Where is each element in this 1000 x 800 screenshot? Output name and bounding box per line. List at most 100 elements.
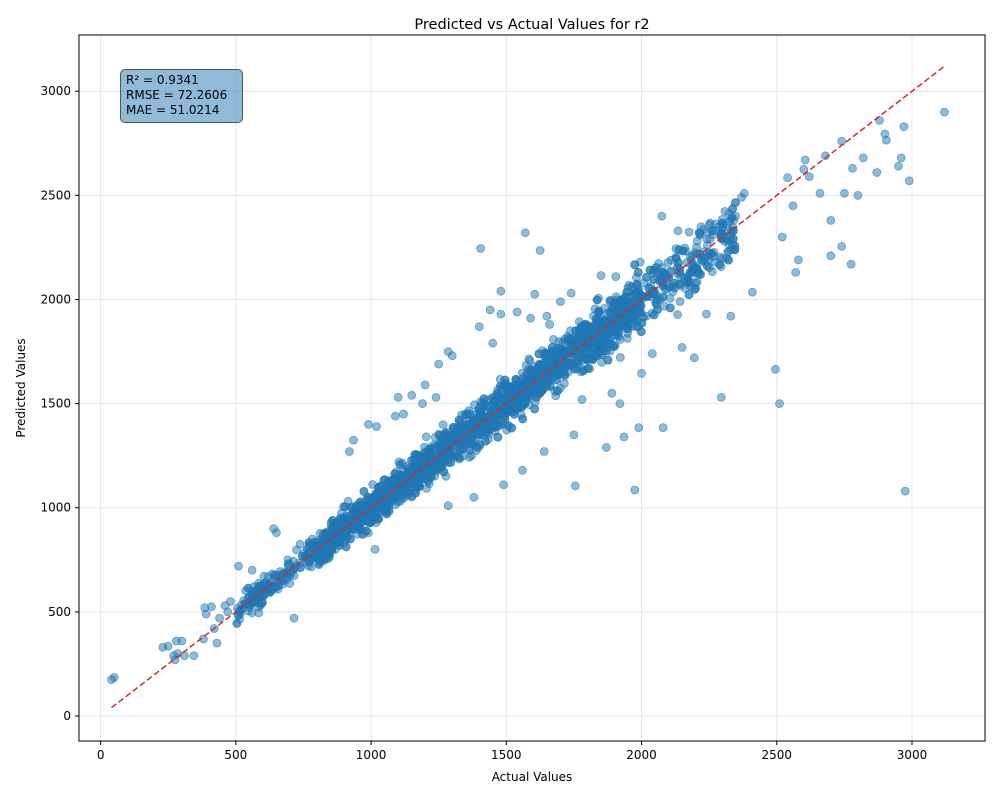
data-point — [511, 374, 521, 384]
y-tick-label: 0 — [63, 709, 71, 723]
data-point — [649, 310, 659, 320]
data-point — [602, 317, 612, 327]
data-point — [456, 419, 466, 429]
data-point — [725, 217, 734, 226]
data-point — [728, 204, 737, 214]
data-point — [702, 309, 711, 319]
data-point — [476, 244, 486, 253]
y-tick-label: 2500 — [40, 188, 71, 202]
data-point — [675, 297, 685, 306]
data-point — [344, 447, 354, 456]
data-point — [519, 399, 529, 409]
data-point — [602, 346, 611, 356]
data-point — [900, 486, 910, 496]
data-point — [390, 469, 400, 479]
data-point — [584, 354, 594, 364]
data-point — [630, 310, 640, 320]
data-point — [615, 298, 624, 308]
data-point — [541, 354, 551, 363]
data-point — [326, 545, 336, 555]
data-point — [677, 342, 687, 352]
data-point — [630, 260, 640, 270]
y-tick-label: 500 — [48, 605, 71, 619]
x-tick-label: 1500 — [491, 748, 522, 762]
data-point — [234, 561, 244, 571]
y-tick-label: 2000 — [40, 292, 71, 306]
data-point — [363, 419, 373, 429]
data-point — [524, 354, 534, 364]
data-point — [627, 282, 637, 292]
data-point — [443, 501, 453, 511]
data-point — [542, 311, 552, 321]
data-point — [658, 292, 668, 302]
data-point — [412, 482, 422, 492]
data-point — [848, 163, 857, 173]
data-point — [602, 442, 611, 452]
data-point — [393, 392, 403, 402]
data-point — [673, 310, 682, 319]
data-point — [799, 164, 809, 174]
data-point — [853, 190, 863, 200]
data-point — [306, 553, 316, 563]
data-point — [420, 380, 430, 390]
data-point — [270, 571, 279, 580]
data-point — [577, 395, 587, 404]
data-point — [545, 320, 554, 329]
data-point — [552, 375, 561, 385]
data-point — [689, 353, 699, 363]
data-point — [846, 259, 856, 269]
data-point — [454, 453, 464, 462]
data-point — [561, 358, 571, 368]
metrics-box: R² = 0.9341 RMSE = 72.2606 MAE = 51.0214 — [120, 69, 243, 123]
data-point — [292, 545, 301, 555]
data-point — [702, 234, 712, 244]
data-point — [840, 188, 849, 198]
data-point — [644, 283, 654, 293]
data-point — [661, 269, 670, 279]
data-point — [448, 429, 458, 439]
data-point — [388, 495, 397, 505]
data-point — [683, 278, 693, 288]
data-point — [305, 540, 315, 550]
data-point — [351, 501, 361, 511]
data-point — [438, 420, 448, 430]
data-point — [775, 399, 784, 409]
data-point — [434, 359, 444, 369]
data-point — [368, 510, 378, 520]
data-point — [619, 432, 629, 442]
data-point — [340, 502, 350, 512]
data-point — [549, 334, 558, 344]
data-point — [791, 267, 801, 277]
data-point — [463, 436, 473, 446]
data-point — [109, 673, 119, 682]
data-point — [739, 188, 749, 198]
data-point — [490, 420, 500, 430]
data-point — [333, 530, 343, 540]
data-point — [826, 251, 836, 261]
data-point — [637, 368, 646, 378]
data-point — [528, 386, 537, 396]
data-point — [642, 273, 652, 283]
data-point — [268, 585, 277, 594]
data-point — [611, 272, 621, 282]
x-tick-label: 0 — [97, 748, 105, 762]
data-point — [407, 390, 417, 400]
data-point — [837, 136, 847, 146]
data-point — [707, 226, 717, 236]
data-point — [573, 356, 583, 366]
data-point — [271, 528, 281, 538]
data-point — [465, 445, 475, 455]
data-point — [566, 288, 576, 298]
data-point — [259, 571, 269, 581]
data-point — [671, 253, 681, 263]
data-point — [637, 318, 647, 328]
data-point — [404, 488, 414, 498]
data-point — [332, 538, 342, 548]
data-point — [418, 399, 427, 409]
data-point — [437, 447, 447, 457]
data-point — [615, 399, 625, 409]
data-point — [607, 388, 617, 398]
data-point — [399, 409, 408, 419]
data-point — [499, 480, 509, 490]
data-point — [535, 246, 545, 255]
